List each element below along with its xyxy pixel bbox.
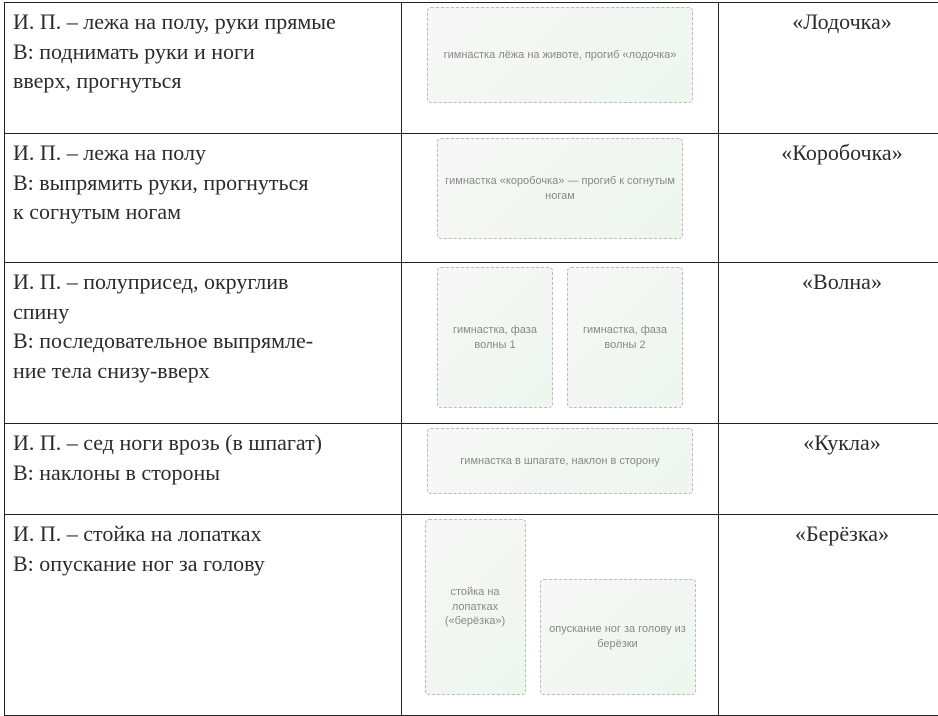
exercise-image: стойка на лопатках («берёзка») bbox=[425, 519, 526, 695]
desc-line: И. П. – полуприсед, округлив bbox=[13, 267, 393, 297]
exercise-description-cell: И. П. – лежа на полу, руки прямые В: под… bbox=[5, 3, 402, 134]
exercise-illustration-cell: стойка на лопатках («берёзка») опускание… bbox=[402, 515, 719, 716]
image-alt: гимнастка, фаза волны 2 bbox=[570, 323, 680, 353]
table-row: И. П. – полуприсед, округлив спину В: по… bbox=[5, 263, 938, 424]
exercise-illustration-cell: гимнастка, фаза волны 1 гимнастка, фаза … bbox=[402, 263, 719, 424]
desc-line: И. П. – лежа на полу, руки прямые bbox=[13, 7, 393, 37]
exercise-image: гимнастка «коробочка» — прогиб к согнуты… bbox=[437, 138, 683, 239]
table-row: И. П. – стойка на лопатках В: опускание … bbox=[5, 515, 938, 716]
exercise-illustration-cell: гимнастка лёжа на животе, прогиб «лодочк… bbox=[402, 3, 719, 134]
image-alt: гимнастка лёжа на животе, прогиб «лодочк… bbox=[444, 48, 677, 63]
table-row: И. П. – лежа на полу В: выпрямить руки, … bbox=[5, 134, 938, 263]
image-alt: гимнастка в шпагате, наклон в сторону bbox=[460, 454, 659, 469]
image-alt: стойка на лопатках («берёзка») bbox=[428, 585, 523, 630]
exercise-name: «Лодочка» bbox=[792, 9, 892, 34]
exercise-illustration-cell: гимнастка в шпагате, наклон в сторону bbox=[402, 424, 719, 515]
illustration-area: гимнастка лёжа на животе, прогиб «лодочк… bbox=[410, 7, 710, 103]
desc-line: В: выпрямить руки, прогнуться bbox=[13, 168, 393, 198]
exercise-name: «Кукла» bbox=[803, 430, 880, 455]
exercise-name-cell: «Берёзка» bbox=[719, 515, 938, 716]
exercise-table: И. П. – лежа на полу, руки прямые В: под… bbox=[4, 2, 938, 716]
desc-line: спину bbox=[13, 297, 393, 327]
exercise-table-body: И. П. – лежа на полу, руки прямые В: под… bbox=[5, 3, 938, 716]
exercise-image: гимнастка в шпагате, наклон в сторону bbox=[427, 428, 693, 494]
desc-line: вверх, прогнуться bbox=[13, 66, 393, 96]
image-alt: гимнастка, фаза волны 1 bbox=[440, 323, 550, 353]
exercise-image: гимнастка, фаза волны 1 bbox=[437, 267, 553, 408]
exercise-description-cell: И. П. – стойка на лопатках В: опускание … bbox=[5, 515, 402, 716]
exercise-name: «Волна» bbox=[802, 269, 882, 294]
illustration-area: гимнастка в шпагате, наклон в сторону bbox=[410, 428, 710, 494]
exercise-image: гимнастка лёжа на животе, прогиб «лодочк… bbox=[427, 7, 693, 103]
exercise-name: «Берёзка» bbox=[795, 521, 889, 546]
exercise-name-cell: «Волна» bbox=[719, 263, 938, 424]
exercise-illustration-cell: гимнастка «коробочка» — прогиб к согнуты… bbox=[402, 134, 719, 263]
desc-line: ние тела снизу-вверх bbox=[13, 356, 393, 386]
desc-line: И. П. – лежа на полу bbox=[13, 138, 393, 168]
desc-line: И. П. – стойка на лопатках bbox=[13, 519, 393, 549]
exercise-description-cell: И. П. – лежа на полу В: выпрямить руки, … bbox=[5, 134, 402, 263]
desc-line: И. П. – сед ноги врозь (в шпагат) bbox=[13, 428, 393, 458]
image-alt: гимнастка «коробочка» — прогиб к согнуты… bbox=[440, 174, 680, 204]
table-row: И. П. – сед ноги врозь (в шпагат) В: нак… bbox=[5, 424, 938, 515]
desc-line: В: поднимать руки и ноги bbox=[13, 37, 393, 67]
illustration-area: гимнастка «коробочка» — прогиб к согнуты… bbox=[410, 138, 710, 239]
exercise-image: гимнастка, фаза волны 2 bbox=[567, 267, 683, 408]
exercise-image: опускание ног за голову из берёзки bbox=[540, 579, 696, 695]
table-row: И. П. – лежа на полу, руки прямые В: под… bbox=[5, 3, 938, 134]
exercise-description-cell: И. П. – полуприсед, округлив спину В: по… bbox=[5, 263, 402, 424]
image-alt: опускание ног за голову из берёзки bbox=[543, 622, 693, 652]
exercise-name-cell: «Коробочка» bbox=[719, 134, 938, 263]
exercise-name-cell: «Кукла» bbox=[719, 424, 938, 515]
exercise-name: «Коробочка» bbox=[781, 140, 902, 165]
exercise-description-cell: И. П. – сед ноги врозь (в шпагат) В: нак… bbox=[5, 424, 402, 515]
desc-line: В: последовательное выпрямле- bbox=[13, 326, 393, 356]
desc-line: В: наклоны в стороны bbox=[13, 458, 393, 488]
exercise-name-cell: «Лодочка» bbox=[719, 3, 938, 134]
illustration-area: стойка на лопатках («берёзка») опускание… bbox=[410, 519, 710, 695]
illustration-area: гимнастка, фаза волны 1 гимнастка, фаза … bbox=[410, 267, 710, 408]
desc-line: В: опускание ног за голову bbox=[13, 549, 393, 579]
desc-line: к согнутым ногам bbox=[13, 197, 393, 227]
